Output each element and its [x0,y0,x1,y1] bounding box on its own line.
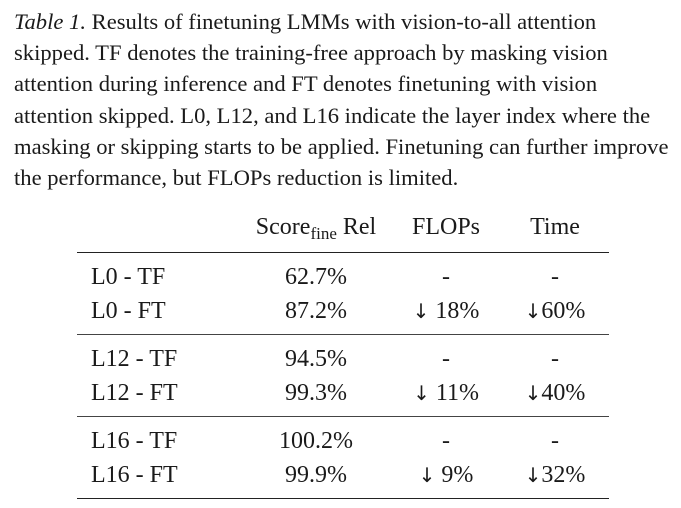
score-cell: 94.5% [285,346,347,372]
flops-value: 9% [441,462,474,488]
method-cell: L12 - TF [91,346,178,372]
group-l0: L0 - TF 62.7% - - L0 - FT 87.2% ↓ 18% ↓6… [77,253,609,335]
time-cell: ↓40% [501,376,609,417]
flops-value: - [442,346,450,372]
flops-cell: ↓ 18% [391,294,501,335]
header-time: Time [530,214,580,240]
down-arrow-icon: ↓ [524,381,542,405]
caption-text: Results of finetuning LMMs with vision-t… [14,9,669,191]
group-l16: L16 - TF 100.2% - - L16 - FT 99.9% ↓ 9% … [77,417,609,499]
time-value: 40% [541,380,586,406]
header-score-main: Score [255,214,311,240]
down-arrow-icon: ↓ [418,463,436,487]
group-l12: L12 - TF 94.5% - - L12 - FT 99.3% ↓ 11% … [77,335,609,417]
score-cell: 100.2% [279,428,353,454]
results-table-container: Scorefine Rel FLOPs Time L0 - TF 62.7% -… [77,212,609,499]
down-arrow-icon: ↓ [413,381,430,405]
flops-cell: - [391,417,501,459]
score-cell: 99.9% [285,462,347,488]
flops-cell: ↓ 11% [391,376,501,417]
method-cell: L16 - TF [91,428,178,454]
table-row: L0 - FT 87.2% ↓ 18% ↓60% [77,294,609,335]
time-value: - [551,264,559,290]
score-cell: 99.3% [285,380,347,406]
score-cell: 62.7% [285,264,347,290]
header-flops: FLOPs [411,214,481,240]
flops-value: - [442,264,450,290]
down-arrow-icon: ↓ [524,299,542,323]
down-arrow-icon: ↓ [412,299,430,323]
time-value: 32% [541,462,586,488]
down-arrow-icon: ↓ [524,463,542,487]
results-table: Scorefine Rel FLOPs Time L0 - TF 62.7% -… [77,212,609,499]
table-row: L12 - TF 94.5% - - [77,335,609,377]
table-row: L16 - TF 100.2% - - [77,417,609,459]
flops-value: 18% [435,298,480,324]
time-value: - [551,346,559,372]
time-value: - [551,428,559,454]
header-score-tail: Rel [342,214,377,240]
flops-value: 11% [435,380,479,406]
header-score-sub: fine [310,224,337,243]
time-cell: - [501,335,609,377]
time-cell: ↓60% [501,294,609,335]
time-cell: - [501,417,609,459]
table-header-row: Scorefine Rel FLOPs Time [77,212,609,253]
table-row: L12 - FT 99.3% ↓ 11% ↓40% [77,376,609,417]
method-cell: L0 - FT [91,298,166,324]
method-cell: L12 - FT [91,380,178,406]
method-cell: L0 - TF [91,264,166,290]
header-score: Scorefine Rel [241,212,391,253]
flops-cell: - [391,335,501,377]
score-cell: 87.2% [285,298,347,324]
method-cell: L16 - FT [91,462,178,488]
time-value: 60% [541,298,586,324]
time-cell: ↓32% [501,458,609,499]
header-method [77,212,241,253]
table-row: L0 - TF 62.7% - - [77,253,609,295]
table-caption: Table 1. Results of finetuning LMMs with… [14,6,674,193]
caption-label: Table 1. [14,9,86,34]
time-cell: - [501,253,609,295]
flops-value: - [442,428,450,454]
flops-cell: ↓ 9% [391,458,501,499]
flops-cell: - [391,253,501,295]
table-row: L16 - FT 99.9% ↓ 9% ↓32% [77,458,609,499]
